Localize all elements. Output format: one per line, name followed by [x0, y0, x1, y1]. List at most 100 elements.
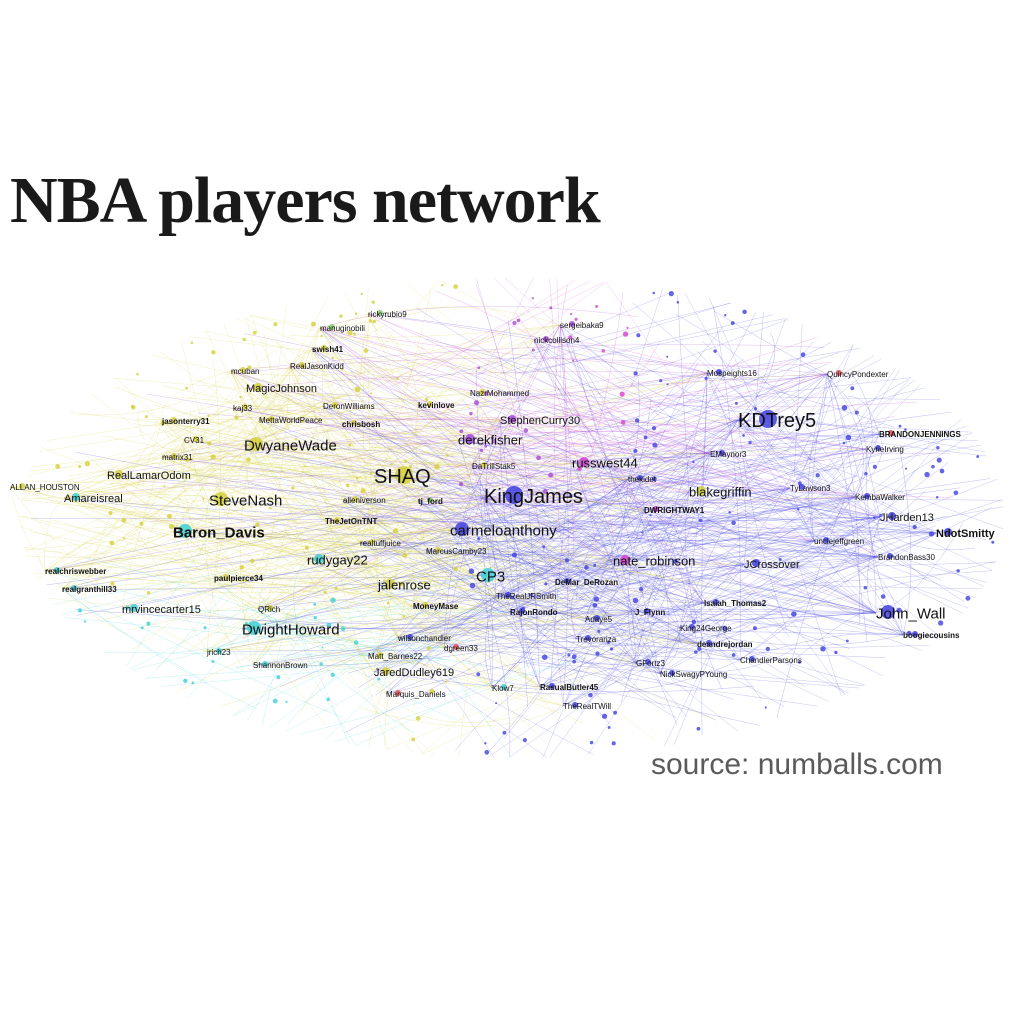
edge: [385, 325, 724, 695]
minor-node: [904, 467, 908, 470]
edge: [377, 419, 493, 586]
edge: [443, 439, 471, 649]
edge: [63, 497, 877, 614]
player-label: nickcollison4: [534, 336, 580, 345]
edge: [443, 641, 741, 661]
edge: [393, 481, 451, 531]
edge: [341, 420, 762, 428]
minor-node: [924, 471, 930, 478]
minor-node: [778, 557, 782, 562]
minor-node: [584, 565, 589, 570]
edge: [197, 327, 321, 560]
edge: [679, 372, 708, 629]
edge: [485, 419, 511, 613]
edge: [483, 495, 539, 639]
edge: [319, 327, 642, 691]
edge: [230, 370, 346, 632]
player-node: [637, 475, 643, 481]
edge: [106, 463, 687, 476]
minor-node: [207, 414, 210, 417]
minor-node: [354, 386, 361, 393]
minor-node: [386, 601, 390, 605]
edge: [38, 550, 64, 572]
edge: [802, 544, 969, 609]
edge: [44, 372, 708, 572]
edge: [703, 556, 879, 604]
edge: [479, 420, 745, 565]
player-node: [193, 436, 199, 442]
player-node: [332, 402, 338, 408]
player-label: tj_ford: [418, 497, 443, 506]
player-label: deandrejordan: [697, 640, 753, 649]
minor-node: [626, 326, 629, 330]
minor-node: [939, 468, 945, 474]
edge: [539, 602, 705, 688]
player-node: [653, 506, 659, 512]
player-label: derekfisher: [458, 433, 523, 448]
edge: [162, 385, 459, 441]
minor-node: [348, 443, 352, 447]
player-label: RealJasonKidd: [290, 362, 344, 371]
minor-node: [694, 650, 698, 654]
player-node: [696, 486, 706, 496]
minor-node: [666, 383, 669, 386]
player-node: [72, 493, 80, 501]
minor-node: [255, 522, 260, 528]
minor-node: [572, 359, 575, 362]
minor-node: [854, 410, 859, 415]
edge: [580, 491, 690, 714]
minor-node: [697, 646, 702, 651]
minor-node: [83, 620, 87, 623]
edge: [795, 557, 842, 697]
edge: [61, 529, 451, 590]
edge: [257, 487, 791, 610]
minor-node: [753, 407, 758, 411]
edge: [359, 542, 741, 661]
edge: [643, 508, 688, 574]
minor-node: [571, 654, 577, 660]
edge: [509, 611, 877, 616]
edge: [21, 419, 296, 499]
minor-node: [492, 439, 497, 444]
edge: [787, 499, 1003, 570]
page-title: NBA players network: [10, 164, 601, 237]
edge: [205, 499, 244, 671]
edge: [449, 529, 511, 757]
edge: [206, 572, 644, 653]
edge: [322, 405, 732, 633]
edge: [258, 419, 361, 544]
player-label: MarcusCamby23: [426, 547, 487, 556]
edge: [342, 499, 379, 586]
minor-node: [146, 591, 151, 595]
edge: [848, 396, 880, 435]
edge: [377, 584, 698, 645]
edge: [36, 497, 745, 565]
minor-node: [426, 646, 431, 651]
minor-node: [477, 537, 481, 541]
minor-node: [313, 616, 317, 620]
edge: [640, 434, 879, 558]
edge: [865, 448, 881, 518]
edge: [746, 387, 926, 432]
edge: [63, 497, 707, 586]
edge: [373, 453, 711, 673]
edge: [241, 516, 881, 630]
minor-node: [399, 581, 404, 587]
edge: [737, 419, 812, 460]
player-node: [427, 401, 433, 407]
edge: [706, 626, 849, 694]
minor-node: [953, 490, 959, 496]
edge: [322, 313, 369, 407]
edge: [751, 433, 978, 441]
edge: [483, 495, 556, 583]
minor-node: [453, 566, 458, 572]
edge: [129, 598, 268, 670]
player-label: RasualButler45: [540, 683, 599, 692]
edge: [739, 470, 916, 661]
edge: [377, 584, 636, 613]
minor-node: [595, 651, 600, 656]
edge: [426, 655, 495, 758]
edge: [46, 393, 365, 441]
edge: [255, 339, 535, 645]
edge: [706, 372, 832, 472]
